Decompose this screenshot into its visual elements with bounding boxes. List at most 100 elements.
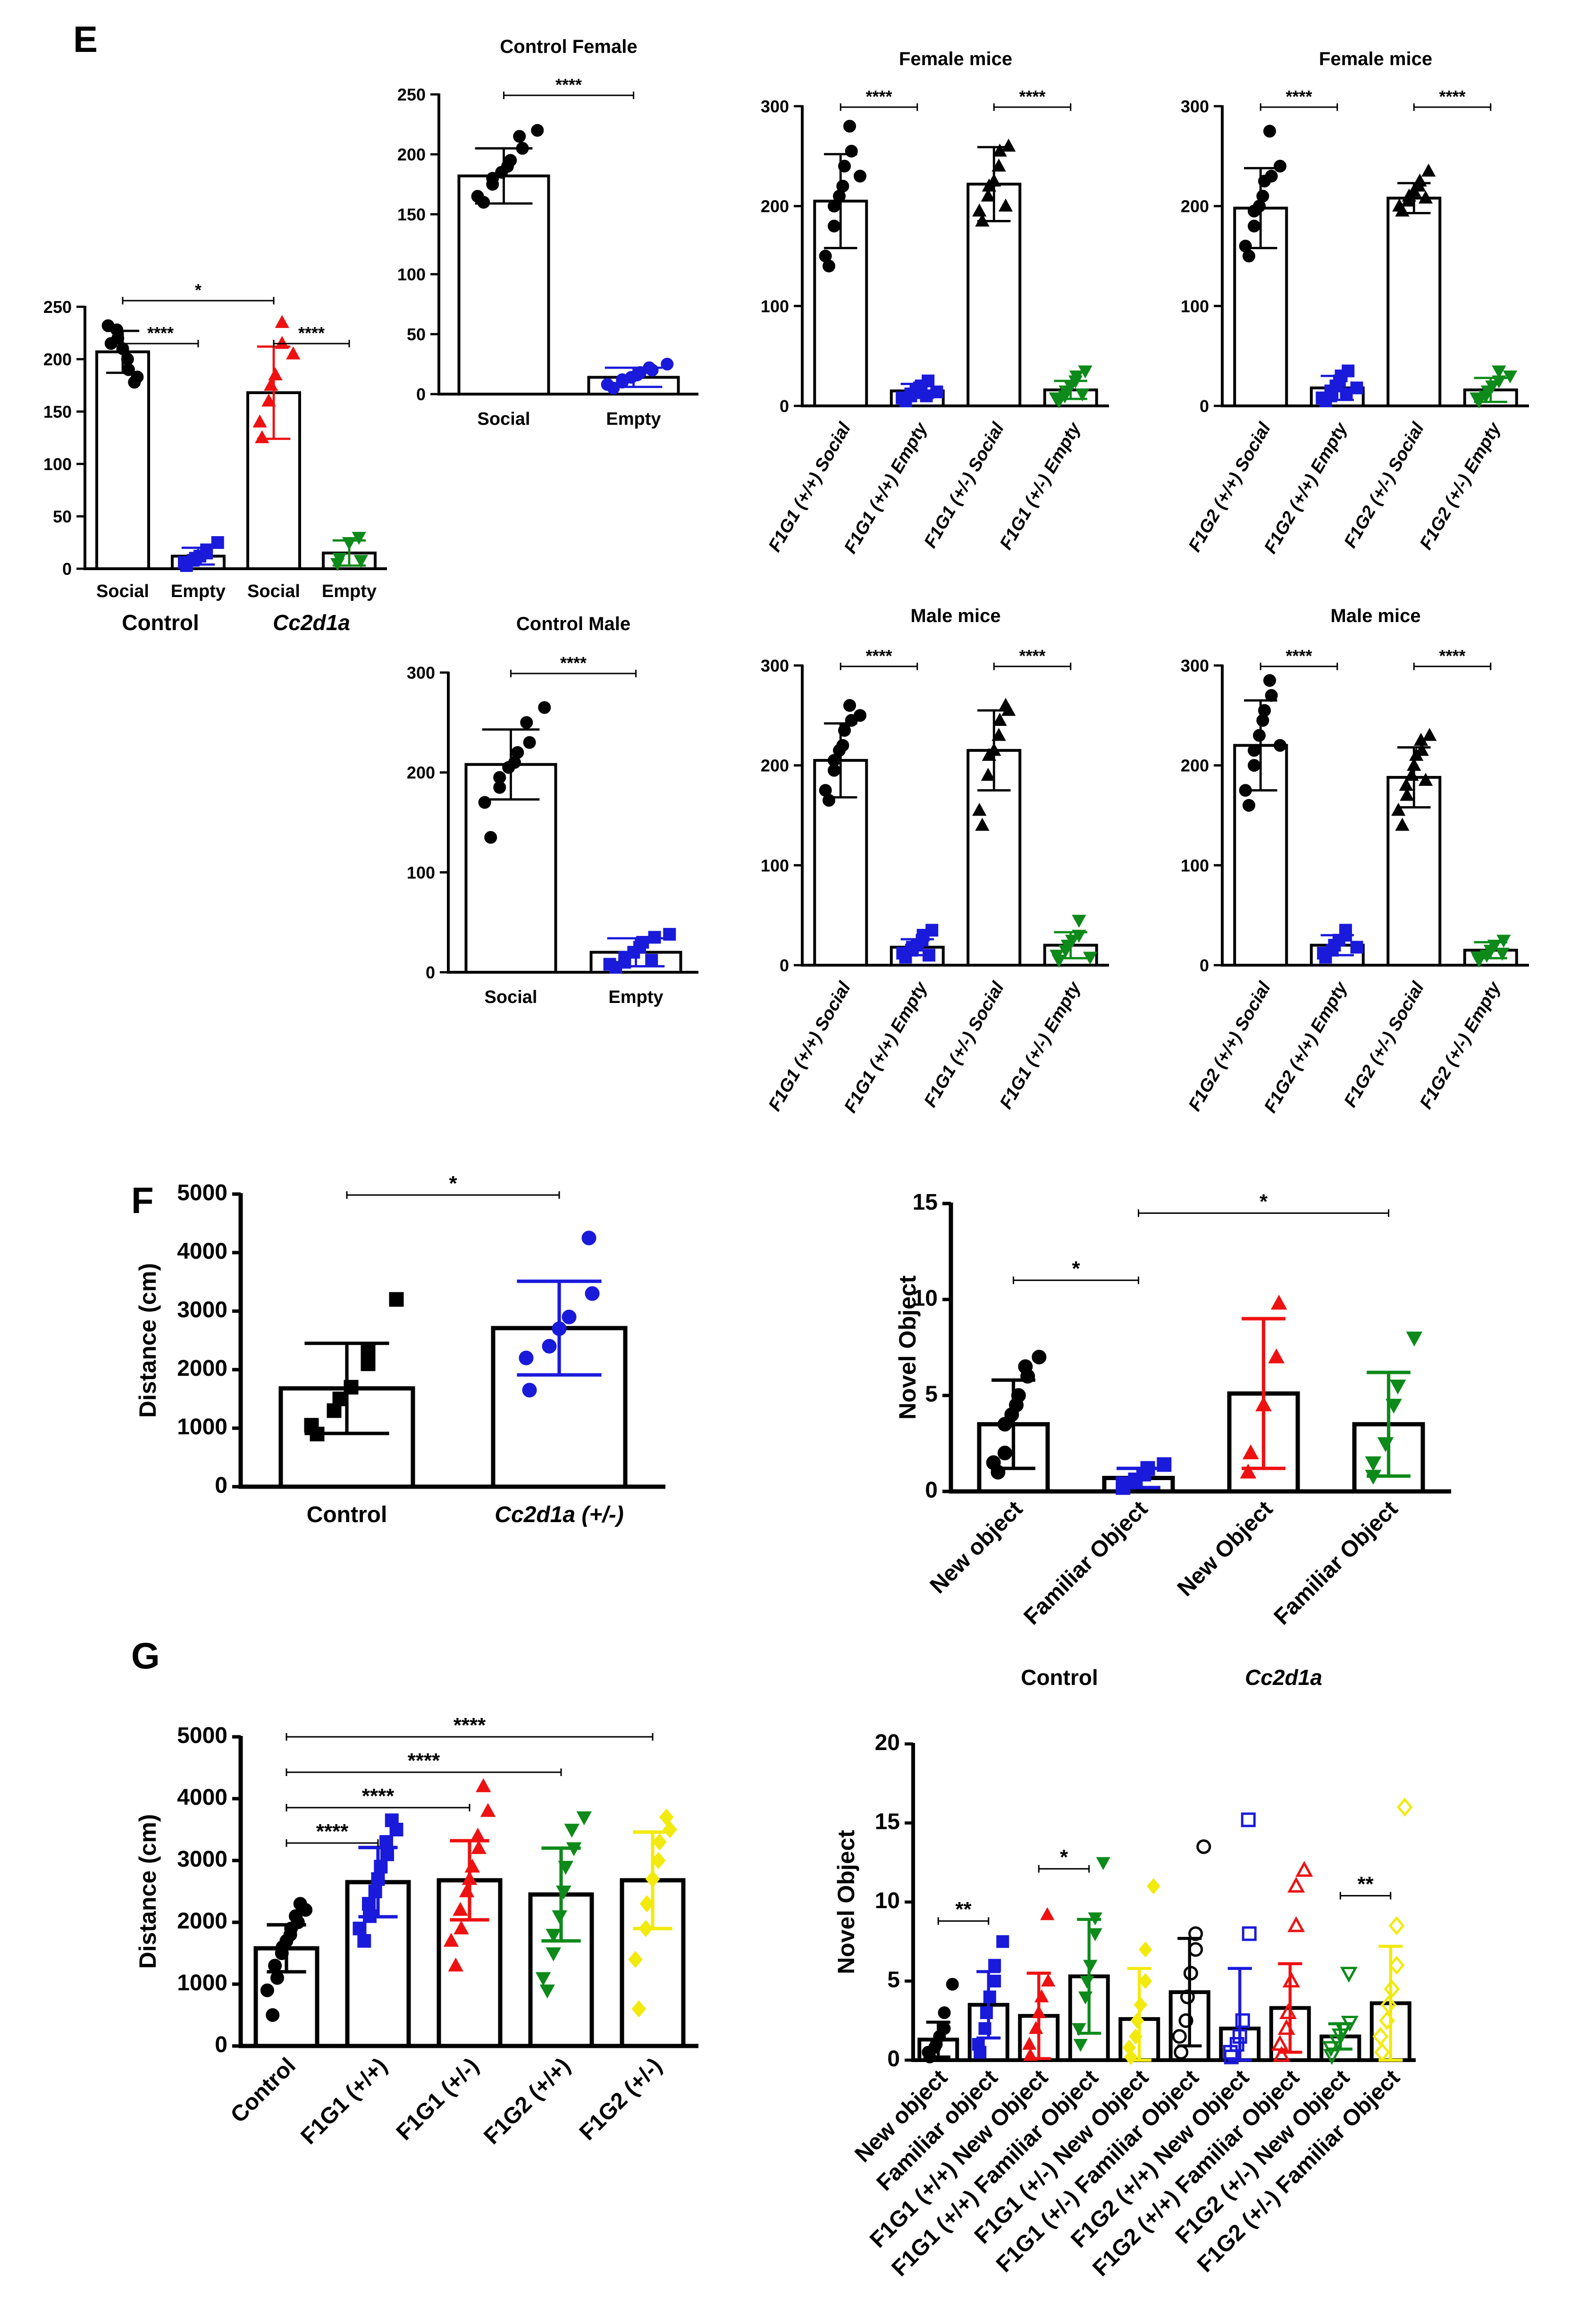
data-point bbox=[270, 1971, 284, 1985]
data-point bbox=[353, 555, 368, 568]
data-point bbox=[275, 336, 289, 349]
y-tick-label: 4000 bbox=[177, 1785, 227, 1810]
data-point bbox=[1377, 1437, 1394, 1452]
significance-label: **** bbox=[147, 323, 174, 343]
data-point bbox=[1342, 364, 1355, 378]
data-point bbox=[1022, 2037, 1037, 2050]
y-axis-label: Novel Object bbox=[833, 1830, 859, 1974]
data-point bbox=[981, 767, 996, 781]
data-point bbox=[1018, 1359, 1033, 1374]
data-point bbox=[1265, 689, 1278, 702]
data-point bbox=[111, 332, 125, 345]
data-point bbox=[1078, 1991, 1093, 2004]
x-tick-label: Control bbox=[226, 2053, 301, 2128]
data-point bbox=[1243, 799, 1255, 812]
data-point bbox=[1263, 125, 1276, 138]
data-point bbox=[200, 543, 213, 556]
data-point bbox=[1271, 2035, 1289, 2051]
panel-label-e: E bbox=[73, 18, 98, 60]
data-point bbox=[261, 393, 276, 407]
data-point bbox=[1389, 1380, 1406, 1395]
x-tick-label: F1G1 (+/+) bbox=[296, 2053, 392, 2149]
significance-label: **** bbox=[298, 323, 325, 343]
data-point bbox=[648, 931, 661, 944]
data-point bbox=[1412, 173, 1427, 187]
x-tick-label: F1G1 (+/+) Empty bbox=[840, 419, 932, 557]
data-point bbox=[987, 742, 1001, 756]
data-point bbox=[520, 716, 533, 729]
data-point bbox=[1032, 1349, 1047, 1364]
data-point bbox=[368, 1885, 382, 1898]
data-point bbox=[659, 1809, 674, 1826]
y-tick-label: 100 bbox=[407, 863, 435, 882]
data-point bbox=[1146, 1878, 1160, 1894]
significance-label: * bbox=[1072, 1257, 1080, 1280]
data-point bbox=[1256, 190, 1269, 202]
bar bbox=[457, 174, 550, 396]
data-point bbox=[972, 203, 987, 217]
data-point bbox=[464, 1858, 480, 1873]
data-point bbox=[601, 378, 614, 391]
data-point bbox=[476, 1778, 491, 1793]
y-axis-label: Distance (cm) bbox=[134, 1263, 161, 1418]
significance-label: ** bbox=[1357, 1873, 1374, 1896]
x-tick-label: Empty bbox=[606, 409, 661, 429]
data-point bbox=[1196, 1839, 1211, 1854]
data-point bbox=[1116, 1476, 1131, 1491]
y-tick-label: 50 bbox=[407, 325, 426, 344]
x-tick-label: F1G1 (+/+) Social bbox=[764, 419, 855, 555]
data-point bbox=[448, 1957, 463, 1972]
x-tick-label: Familiar Object bbox=[1019, 1496, 1153, 1630]
data-point bbox=[552, 1321, 567, 1336]
x-tick-label: Familiar Object bbox=[1269, 1496, 1403, 1630]
data-point bbox=[511, 746, 524, 759]
x-tick-label: F1G2 (+/-) Social bbox=[1340, 978, 1428, 1111]
y-tick-label: 1000 bbox=[177, 1970, 227, 1995]
data-point bbox=[828, 200, 840, 213]
y-tick-label: 0 bbox=[215, 1473, 227, 1498]
data-point bbox=[558, 1860, 573, 1875]
data-point bbox=[1339, 924, 1352, 937]
data-point bbox=[1034, 1989, 1049, 2003]
data-point bbox=[535, 1972, 551, 1987]
x-tick-label: New Object bbox=[1173, 1496, 1277, 1601]
data-point bbox=[1270, 1295, 1287, 1310]
data-point bbox=[1380, 1995, 1397, 2014]
data-point bbox=[1050, 950, 1064, 963]
data-point bbox=[263, 378, 278, 391]
data-point bbox=[838, 160, 851, 173]
data-point bbox=[1075, 388, 1090, 402]
data-point bbox=[1277, 2019, 1295, 2035]
data-point bbox=[1268, 1348, 1285, 1364]
data-point bbox=[1396, 1797, 1413, 1817]
y-tick-label: 5 bbox=[925, 1382, 938, 1407]
y-tick-label: 0 bbox=[780, 956, 789, 975]
data-point bbox=[1470, 392, 1484, 406]
data-point bbox=[1274, 739, 1286, 752]
data-point bbox=[443, 1933, 459, 1947]
data-point bbox=[1379, 2011, 1395, 2030]
data-point bbox=[1229, 2037, 1244, 2052]
data-point bbox=[1122, 2039, 1136, 2056]
y-tick-label: 200 bbox=[397, 145, 426, 164]
y-tick-label: 200 bbox=[761, 197, 789, 216]
data-point bbox=[631, 2000, 647, 2018]
y-tick-label: 2000 bbox=[177, 1356, 227, 1381]
data-point bbox=[353, 1921, 367, 1936]
data-point bbox=[1065, 934, 1080, 948]
data-point bbox=[342, 537, 357, 550]
chart-e-control-male: Control Male 0 100 200 300 Social Empty **** bbox=[407, 614, 698, 1007]
y-tick-label: 150 bbox=[397, 205, 426, 224]
y-tick-label: 0 bbox=[1200, 396, 1209, 416]
data-point bbox=[352, 531, 366, 545]
data-point bbox=[1487, 940, 1502, 953]
x-tick-label: F1G1 (+/-) bbox=[392, 2053, 484, 2145]
data-point bbox=[828, 754, 840, 767]
x-tick-label: F1G1 (+/-) Social bbox=[920, 419, 1008, 551]
significance-label: **** bbox=[1019, 646, 1045, 665]
data-point bbox=[493, 771, 506, 784]
data-point bbox=[371, 1872, 385, 1886]
data-point bbox=[1032, 2005, 1046, 2019]
